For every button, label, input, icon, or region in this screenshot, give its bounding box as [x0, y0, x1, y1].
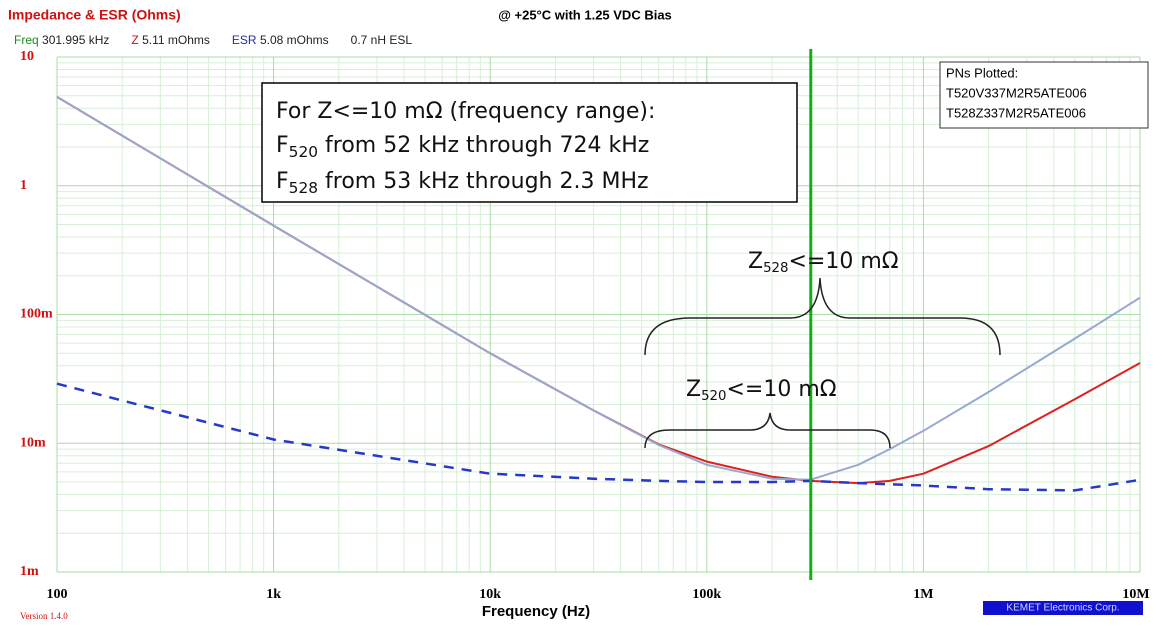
y-tick-label: 1	[20, 178, 27, 193]
annotation-line: F520 from 52 kHz through 724 kHz	[276, 133, 649, 161]
y-tick-label: 10	[20, 49, 34, 64]
readout-value: 5.08 mOhms	[260, 33, 329, 47]
x-tick-label: 1M	[913, 587, 933, 602]
annotation-sub: 528	[763, 261, 788, 276]
plot	[56, 49, 1141, 580]
readout-value: 0.7 nH ESL	[351, 33, 413, 47]
annotation-title: For Z<=10 mΩ (frequency range):	[276, 99, 655, 124]
readout-value: 301.995 kHz	[42, 33, 109, 47]
chart-subtitle: @ +25°C with 1.25 VDC Bias	[498, 7, 672, 22]
readout-item: Freq 301.995 kHz	[14, 33, 109, 47]
brace	[644, 277, 1001, 356]
readout: Freq 301.995 kHz Z 5.11 mOhms ESR 5.08 mOh…	[14, 33, 412, 47]
x-tick-label: 100	[47, 587, 68, 602]
x-tick-label: 10k	[479, 587, 501, 602]
readout-value: 5.11 mOhms	[142, 33, 210, 47]
annotation-sub: 520	[289, 143, 318, 161]
readout-item: 0.7 nH ESL	[351, 33, 413, 47]
x-tick-label: 100k	[692, 587, 721, 602]
annotation-rest: from 53 kHz through 2.3 MHz	[318, 169, 648, 194]
footer: KEMET Electronics Corp.	[1006, 603, 1119, 614]
annotation-line: Z520<=10 mΩ	[686, 377, 837, 404]
readout-item: ESR 5.08 mOhms	[232, 33, 329, 47]
readout-name: Freq	[14, 33, 39, 47]
y-tick-label: 1m	[20, 564, 39, 579]
footer-bar	[983, 601, 1143, 615]
legend-title: PNs Plotted:	[946, 65, 1018, 80]
series-line	[56, 382, 1141, 492]
annotation-sub: 520	[701, 389, 726, 404]
annotation-rest: <=10 mΩ	[726, 377, 836, 402]
version: Version 1.4.0	[20, 611, 68, 621]
y-tick-label: 100m	[20, 307, 53, 322]
annotation-line: F528 from 53 kHz through 2.3 MHz	[276, 169, 649, 197]
series-line	[56, 96, 1141, 481]
annotation-main: F	[276, 133, 289, 158]
brace	[644, 412, 891, 449]
x-axis-label: Frequency (Hz)	[482, 603, 590, 620]
annotation-main: F	[276, 169, 289, 194]
readout-name: ESR	[232, 33, 257, 47]
annotation-main: Z	[748, 249, 763, 274]
y-tick-label: 10m	[20, 435, 46, 450]
annotation-line: Z528<=10 mΩ	[748, 249, 899, 276]
annotation-rest: from 52 kHz through 724 kHz	[318, 133, 649, 158]
x-tick-label: 1k	[266, 587, 281, 602]
chart-title: Impedance & ESR (Ohms)	[8, 7, 181, 23]
legend-box	[939, 61, 1149, 129]
readout-item: Z 5.11 mOhms	[131, 33, 210, 47]
x-tick-label: 10M	[1122, 587, 1149, 602]
legend-item: T520V337M2R5ATE006	[946, 85, 1087, 100]
annotation-box	[261, 82, 798, 203]
annotation-main: Z	[686, 377, 701, 402]
annotation-rest: <=10 mΩ	[788, 249, 898, 274]
readout-name: Z	[131, 33, 138, 47]
legend-item: T528Z337M2R5ATE006	[946, 105, 1086, 120]
annotation-sub: 528	[289, 179, 318, 197]
